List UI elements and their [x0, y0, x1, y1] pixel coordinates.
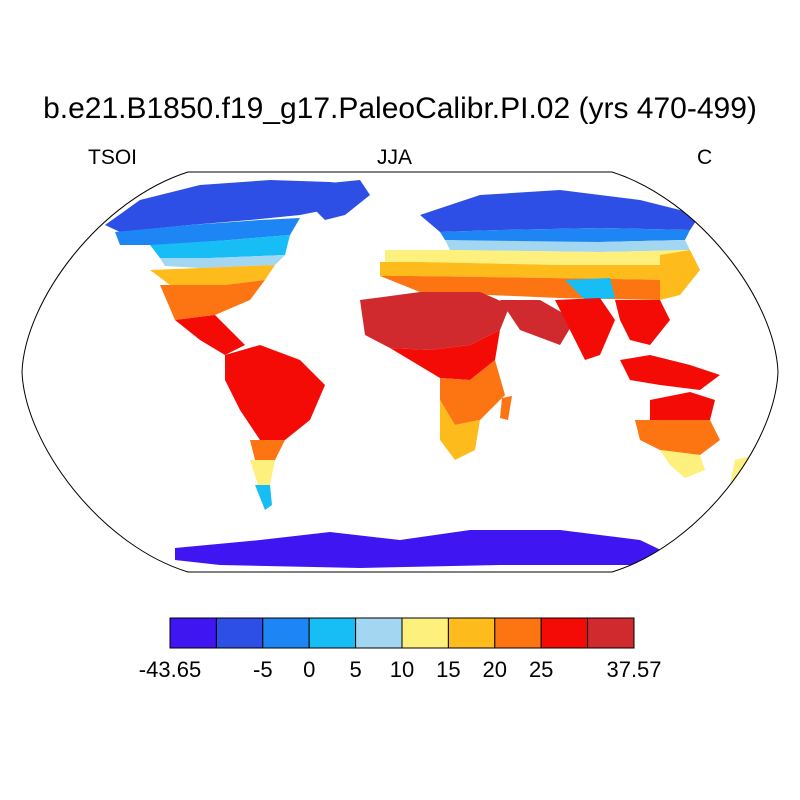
plot-title: b.e21.B1850.f19_g17.PaleoCalibr.PI.02 (y… — [43, 92, 757, 125]
region-north-america-arctic — [105, 180, 360, 232]
colorbar-swatch — [355, 617, 403, 649]
region-central-africa — [440, 360, 505, 425]
region-north-america-hot — [160, 280, 265, 320]
region-madagascar — [500, 396, 512, 420]
region-antarctica — [175, 530, 665, 568]
region-north-america-cold — [115, 218, 300, 245]
region-eurasia-warm — [385, 250, 690, 265]
colorbar-tick-label: 15 — [436, 657, 461, 682]
region-siberia-cold — [420, 190, 700, 232]
region-australia-south — [660, 450, 705, 478]
colorbar-tick-label: -5 — [253, 657, 273, 682]
colorbar-tick-label: 5 — [349, 657, 362, 682]
region-north-america-warm — [150, 265, 275, 285]
colorbar-swatch — [169, 617, 217, 649]
colorbar-tick-label: 0 — [303, 657, 316, 682]
region-australia-central — [635, 420, 720, 455]
colorbar-swatch — [447, 617, 496, 649]
colorbar-swatch — [587, 617, 635, 649]
land-temperature-field — [105, 180, 755, 568]
colorbar-tick-label: 25 — [528, 657, 554, 682]
region-north-america-mild — [160, 255, 285, 268]
region-arabia — [500, 300, 575, 345]
colorbar — [169, 617, 635, 649]
colorbar-swatch — [540, 617, 589, 649]
region-sahara — [360, 292, 510, 350]
colorbar-swatch — [215, 617, 264, 649]
region-maritime — [620, 355, 720, 390]
region-sahel — [390, 330, 500, 380]
colorbar-tick-label: -43.65 — [138, 657, 202, 682]
region-eurasia-mild — [445, 240, 690, 252]
region-north-america-cool — [150, 235, 290, 258]
region-eurasia-hot — [380, 262, 680, 280]
region-southern-africa — [440, 400, 480, 460]
region-east-asia — [660, 250, 700, 300]
region-greenland — [310, 180, 370, 220]
region-south-america-north — [225, 345, 325, 440]
colorbar-tick-label: 37.57 — [606, 657, 662, 682]
colorbar-swatch — [308, 617, 357, 649]
season-label: JJA — [377, 146, 413, 169]
variable-label: TSOI — [88, 146, 138, 169]
region-central-america — [175, 315, 245, 355]
region-se-asia — [615, 300, 670, 345]
region-india — [555, 298, 615, 360]
colorbar-swatch — [494, 617, 542, 649]
region-south-america-south — [250, 460, 275, 485]
colorbar-tick-label: 10 — [389, 657, 415, 682]
colorbar-swatch — [262, 617, 310, 649]
region-tibet — [565, 278, 615, 300]
colorbar-tick-label: 20 — [482, 657, 508, 682]
region-australia-north — [650, 392, 715, 420]
colorbar-swatch — [401, 617, 449, 649]
region-patagonia — [255, 485, 272, 510]
region-eurasia-cool — [440, 228, 690, 242]
units-label: C — [697, 146, 713, 169]
globe-outline — [21, 171, 779, 573]
